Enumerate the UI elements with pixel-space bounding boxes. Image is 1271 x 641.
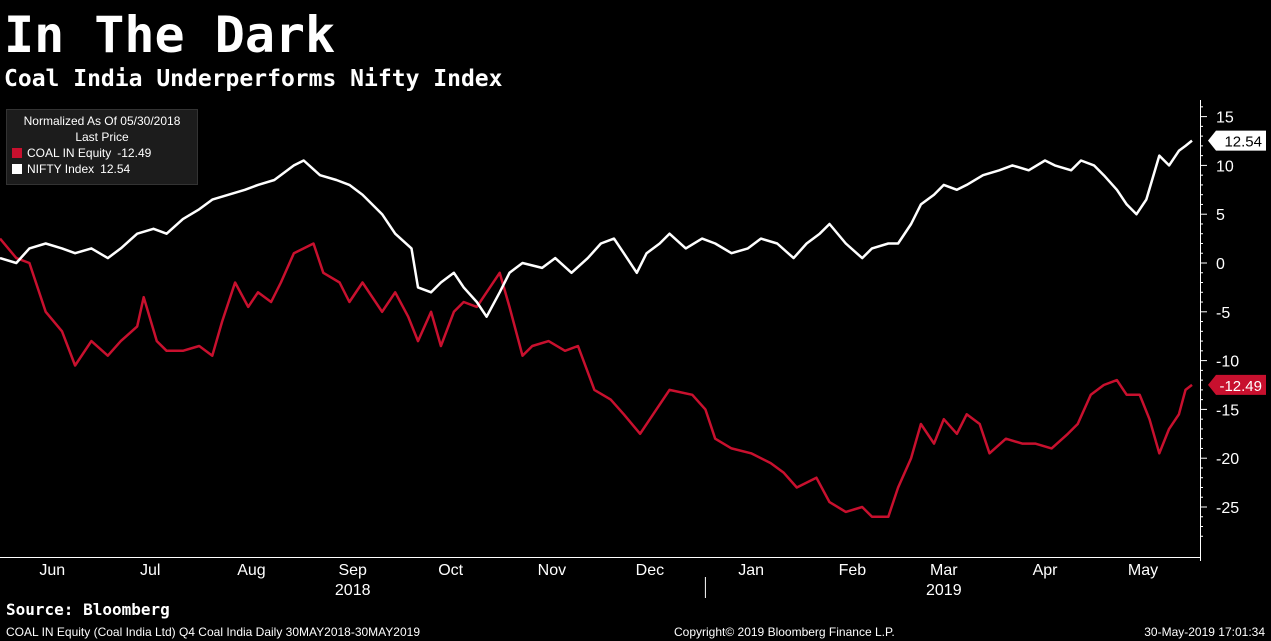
legend-subheading: Last Price [75,130,129,144]
y-tick-label: 15 [1216,110,1234,127]
x-tick-label: Jul [140,562,160,579]
chart-axes: 15 10 5 0 -5 -10 -15 -20 -25 Jun Jul Aug Sep Oct Nov De… [0,100,1239,599]
x-tick-label: Jun [39,562,65,579]
x-tick-label: Nov [538,562,566,579]
chart-title: In The Dark [4,6,336,64]
y-tick-label: -25 [1216,500,1239,517]
last-price-tag-label: 12.54 [1224,134,1262,151]
x-tick-label: Oct [438,562,463,579]
chart-subtitle: Coal India Underperforms Nifty Index [4,66,503,92]
x-tick-label: Jan [738,562,764,579]
last-price-tag-coal: -12.49 [1208,374,1266,395]
y-tick-label: -20 [1216,451,1239,468]
series-layer [0,139,1193,519]
y-tick-label: -5 [1216,305,1230,322]
x-tick-label: Apr [1033,562,1059,579]
source-note: Source: Bloomberg [6,600,170,619]
footer-timestamp: 30-May-2019 17:01:34 [1144,625,1265,639]
x-year-label: 2019 [926,582,962,599]
legend-heading: Normalized As Of 05/30/2018 [23,114,181,128]
legend-value-nifty: 12.54 [100,162,131,176]
last-price-tag-bg [1208,374,1266,395]
series-line-coal [0,237,1193,519]
chart-legend: Normalized As Of 05/30/2018 Last Price C… [6,109,198,185]
y-tick-label: 10 [1216,158,1234,175]
legend-label-nifty: NIFTY Index [27,162,95,176]
y-tick-label: 5 [1216,207,1225,224]
legend-label-coal: COAL IN Equity [27,146,112,160]
x-tick-label: Mar [930,562,958,579]
legend-entry-coal: COAL IN Equity -12.49 [7,145,197,161]
series-line-nifty [0,139,1193,318]
legend-swatch-coal [12,148,22,158]
y-tick-label: 0 [1216,256,1225,273]
x-tick-label: Sep [338,562,367,579]
x-tick-label: Feb [839,562,867,579]
footer-description: COAL IN Equity (Coal India Ltd) Q4 Coal … [6,625,420,639]
legend-swatch-nifty [12,164,22,174]
y-tick-label: -15 [1216,402,1239,419]
last-price-tag-bg [1208,130,1266,151]
x-year-label: 2018 [335,582,371,599]
last-price-tag-label: -12.49 [1219,378,1262,395]
last-price-tag-nifty: 12.54 [1208,130,1266,151]
footer-copyright: Copyright© 2019 Bloomberg Finance L.P. [674,625,895,639]
last-price-tags: -12.49 12.54 [1208,130,1266,395]
x-tick-label: Dec [636,562,664,579]
legend-entry-nifty: NIFTY Index 12.54 [7,161,197,177]
x-tick-label: May [1128,562,1158,579]
y-tick-label: -10 [1216,354,1239,371]
x-tick-label: Aug [237,562,265,579]
legend-value-coal: -12.49 [117,146,152,160]
